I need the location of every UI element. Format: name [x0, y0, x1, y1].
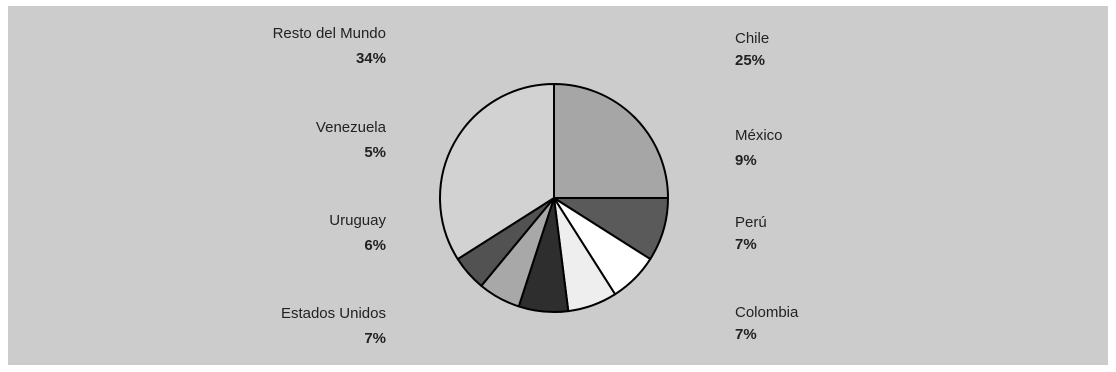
label-uruguay: Uruguay 6%	[329, 212, 386, 255]
slice-label: México	[735, 127, 783, 144]
pie-slice-chile	[553, 83, 669, 199]
label-venezuela: Venezuela 5%	[316, 119, 386, 162]
slice-value: 6%	[364, 237, 386, 254]
slice-label: Uruguay	[329, 212, 386, 229]
label-estados-unidos: Estados Unidos 7%	[281, 305, 386, 348]
slice-label: Chile	[735, 30, 770, 47]
slice-label: Resto del Mundo	[272, 25, 386, 42]
slice-value: 34%	[355, 50, 386, 67]
slice-value: 7%	[735, 326, 757, 343]
pie-chart	[439, 83, 669, 313]
chart-panel: Resto del Mundo 34% Venezuela 5% Uruguay…	[8, 6, 1108, 365]
pie-slice-resto-del-mundo	[439, 83, 555, 261]
label-chile: Chile 25%	[735, 30, 769, 70]
slice-value: 7%	[735, 236, 757, 253]
slice-label: Perú	[735, 214, 767, 231]
slice-value: 5%	[364, 144, 386, 161]
label-mexico: México 9%	[735, 127, 783, 170]
slice-label: Venezuela	[315, 119, 386, 136]
slice-label: Colombia	[735, 304, 799, 321]
slice-value: 9%	[735, 152, 757, 169]
slice-value: 7%	[364, 330, 386, 347]
label-resto-del-mundo: Resto del Mundo 34%	[273, 25, 386, 68]
slice-label: Estados Unidos	[280, 305, 386, 322]
label-peru: Perú 7%	[735, 214, 767, 254]
label-colombia: Colombia 7%	[735, 304, 798, 344]
slice-value: 25%	[735, 52, 766, 69]
